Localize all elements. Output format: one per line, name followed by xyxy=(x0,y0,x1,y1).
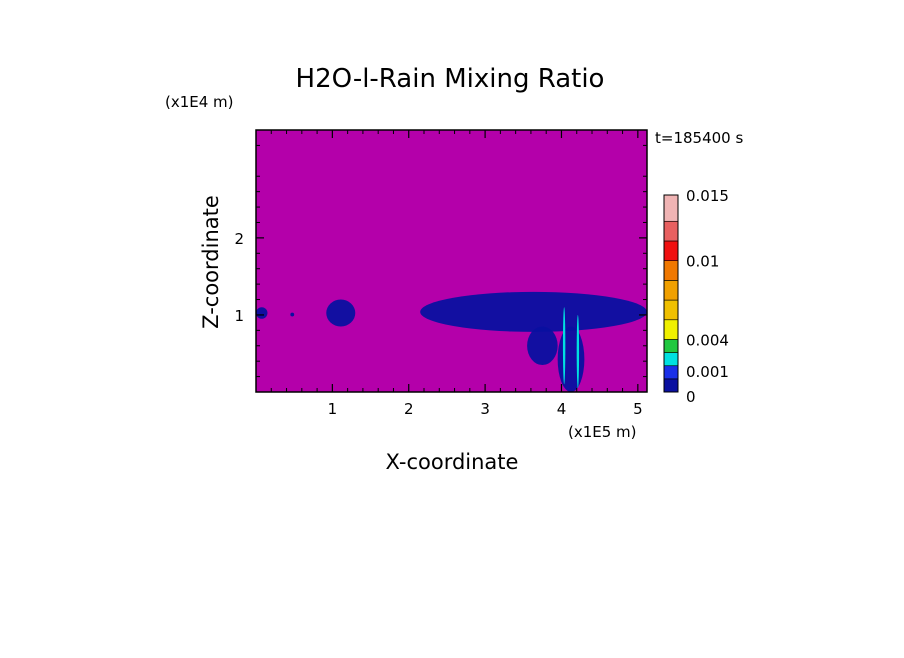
x-tick-label: 1 xyxy=(328,400,338,418)
chart-title: H2O-l-Rain Mixing Ratio xyxy=(296,64,605,94)
colorbar-segment xyxy=(663,319,679,340)
colorbar-segment xyxy=(663,194,679,222)
plot-area: 1 2 3 4 5 1 2 xyxy=(234,129,648,418)
x-axis-label: X-coordinate xyxy=(386,450,519,474)
colorbar-segment xyxy=(663,240,679,261)
rain-region xyxy=(576,314,580,389)
colorbar-segment xyxy=(663,220,679,242)
rain-region xyxy=(527,326,558,366)
rain-region xyxy=(420,291,647,332)
colorbar-segment xyxy=(663,378,679,393)
colorbar-segment xyxy=(663,352,679,367)
rain-layer xyxy=(256,291,647,392)
plot-frame xyxy=(255,129,648,393)
colorbar: 0 0.001 0.004 0.01 0.015 xyxy=(663,187,729,406)
colorbar-tick-label: 0.004 xyxy=(686,331,729,349)
colorbar-segment xyxy=(663,339,679,353)
colorbar-segment xyxy=(663,299,679,321)
time-label: t=185400 s xyxy=(655,129,743,147)
rain-region xyxy=(562,307,566,385)
colorbar-tick-label: 0.015 xyxy=(686,187,729,205)
rain-region xyxy=(326,299,356,327)
rain-region xyxy=(290,312,295,317)
y-tick-label: 1 xyxy=(234,307,244,325)
colorbar-segment xyxy=(663,365,679,380)
y-axis-label: Z-coordinate xyxy=(199,195,223,329)
colorbar-segment xyxy=(663,260,679,281)
rain-region xyxy=(256,307,268,319)
x-tick-label: 5 xyxy=(633,400,643,418)
y-scale-label: (x1E4 m) xyxy=(165,93,234,111)
colorbar-frame xyxy=(663,194,679,393)
axis-ticks: 1 2 3 4 5 1 2 xyxy=(234,130,647,418)
y-tick-label: 2 xyxy=(234,230,244,248)
colorbar-tick-label: 0 xyxy=(686,388,696,406)
x-scale-label: (x1E5 m) xyxy=(568,423,637,441)
x-tick-label: 2 xyxy=(404,400,414,418)
rain-region xyxy=(557,326,585,392)
colorbar-tick-label: 0.01 xyxy=(686,253,719,271)
x-tick-label: 4 xyxy=(557,400,567,418)
x-tick-label: 3 xyxy=(480,400,490,418)
colorbar-segment xyxy=(663,280,679,301)
plot-background xyxy=(256,130,647,392)
colorbar-tick-label: 0.001 xyxy=(686,363,729,381)
